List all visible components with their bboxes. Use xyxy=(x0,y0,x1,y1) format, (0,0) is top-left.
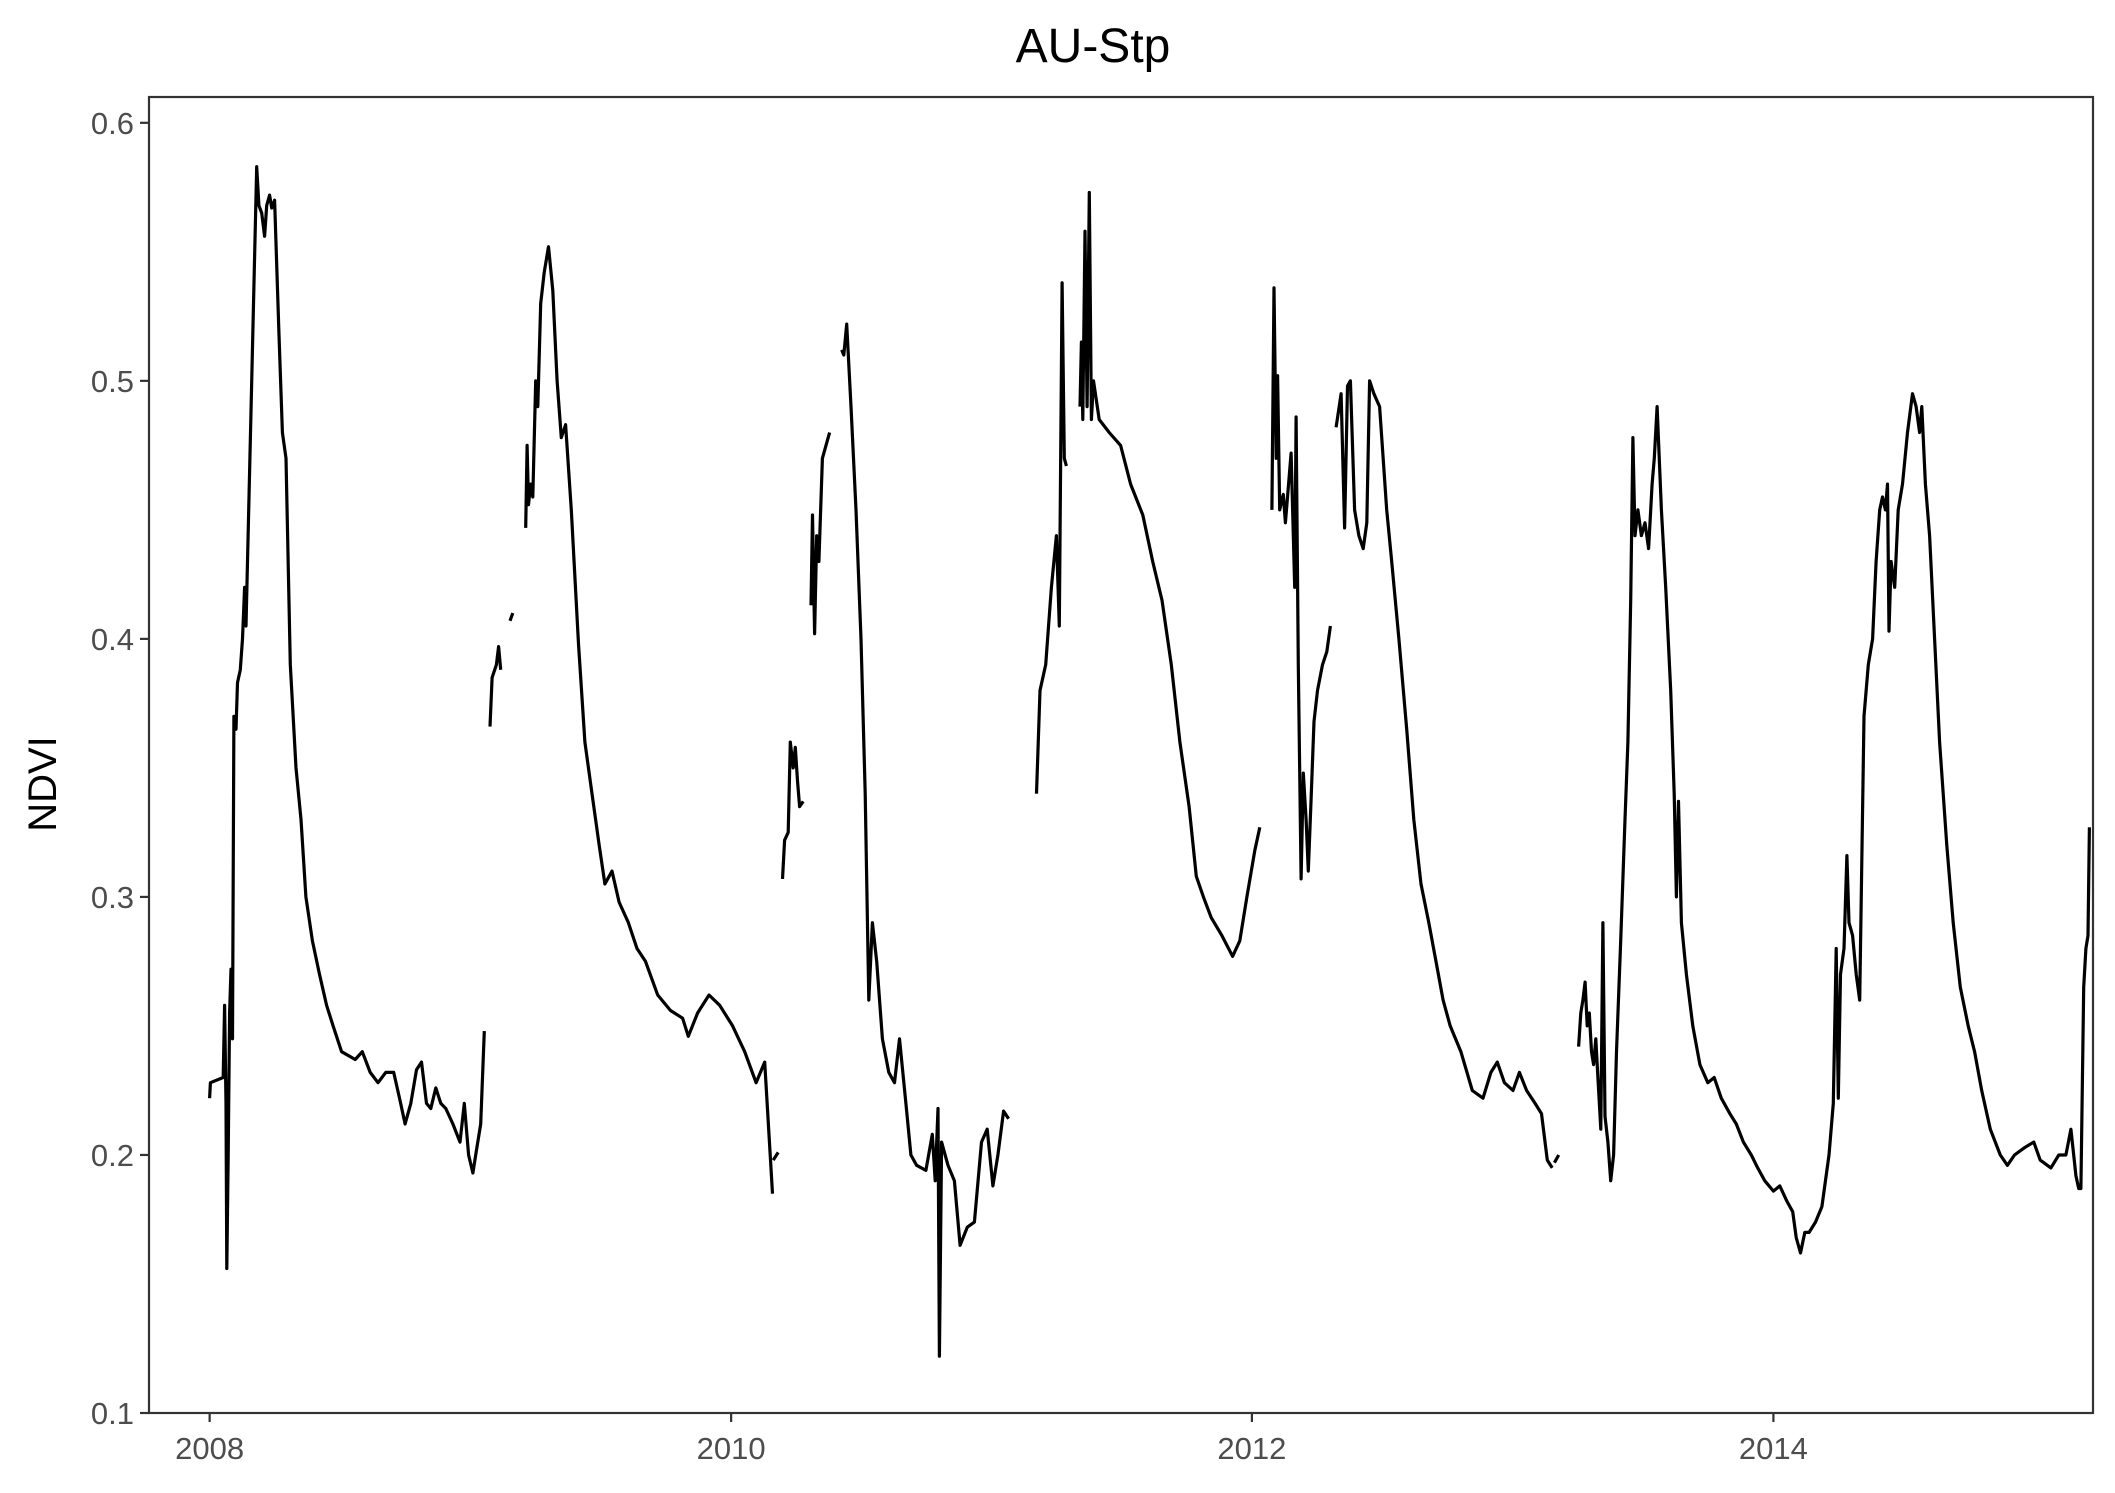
y-axis-label: NDVI xyxy=(21,736,65,832)
ndvi-line-segment xyxy=(1078,190,1262,958)
y-tick-label: 0.2 xyxy=(91,1138,134,1173)
ndvi-line-segment xyxy=(1577,392,2091,1255)
ndvi-line-segment xyxy=(771,1151,780,1161)
y-tick-label: 0.3 xyxy=(91,880,134,915)
x-tick-label: 2010 xyxy=(697,1431,766,1466)
ndvi-line-segment xyxy=(809,432,832,636)
ndvi-line-segment xyxy=(1334,379,1554,1169)
y-axis: 0.1 0.2 0.3 0.4 0.5 0.6 xyxy=(91,106,149,1431)
y-tick-label: 0.1 xyxy=(91,1396,134,1431)
ndvi-line-segment xyxy=(840,322,1010,1358)
ndvi-line-segment xyxy=(780,740,805,879)
y-tick-label: 0.4 xyxy=(91,622,134,657)
x-tick-label: 2008 xyxy=(175,1431,244,1466)
ndvi-line-segment xyxy=(208,165,486,1271)
chart-title: AU-Stp xyxy=(1016,20,1171,73)
ndvi-line-segment xyxy=(488,645,503,727)
y-tick-label: 0.6 xyxy=(91,106,134,141)
plot-panel-border xyxy=(147,95,2095,1415)
ndvi-line-segment xyxy=(1553,1154,1561,1164)
ndvi-line-segment xyxy=(1034,281,1068,794)
x-tick-label: 2012 xyxy=(1217,1431,1286,1466)
ndvi-line-segment xyxy=(508,612,515,622)
ndvi-line-segment xyxy=(1270,286,1332,881)
series-layer xyxy=(208,165,2091,1358)
x-axis: 2008 2010 2012 2014 xyxy=(175,1413,1808,1466)
x-tick-label: 2014 xyxy=(1739,1431,1808,1466)
ndvi-line-segment xyxy=(524,245,775,1194)
y-tick-label: 0.5 xyxy=(91,364,134,399)
